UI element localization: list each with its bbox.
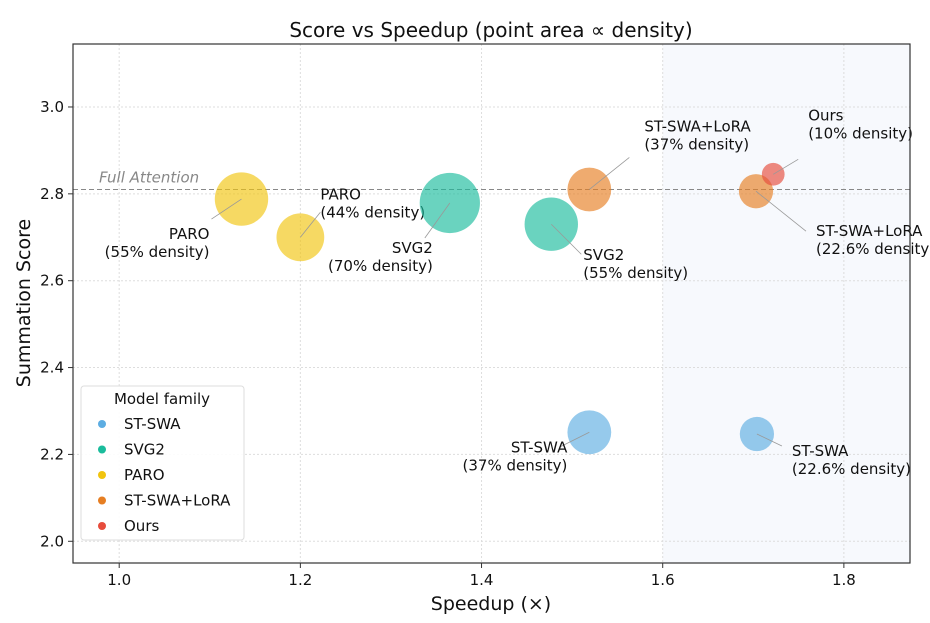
x-tick-label: 1.4 xyxy=(470,571,494,589)
point-label: (22.6% density) xyxy=(792,460,911,478)
legend-title: Model family xyxy=(114,390,210,408)
annotation-leader-line xyxy=(211,198,242,220)
legend-marker xyxy=(98,420,106,428)
point-label: (22.6% density) xyxy=(816,240,930,258)
point-label: PARO xyxy=(169,225,210,243)
legend-entry: ST-SWA xyxy=(124,415,181,433)
x-tick-label: 1.6 xyxy=(651,571,675,589)
point-label: ST-SWA xyxy=(792,442,849,460)
point-label: (37% density) xyxy=(644,135,749,153)
y-tick-label: 2.2 xyxy=(40,445,64,463)
legend-entry: SVG2 xyxy=(124,441,165,459)
point-label: (37% density) xyxy=(463,456,568,474)
x-tick-label: 1.2 xyxy=(288,571,312,589)
legend-entry: ST-SWA+LoRA xyxy=(124,492,231,510)
annotation-leader-line xyxy=(589,157,630,190)
shaded-region xyxy=(662,44,910,563)
data-point xyxy=(419,172,480,234)
point-label: SVG2 xyxy=(392,239,433,257)
y-tick-label: 2.6 xyxy=(40,272,64,290)
annotation-leader-line xyxy=(551,223,582,255)
annotation-leader-line xyxy=(559,431,590,448)
legend-box xyxy=(80,385,245,541)
legend-entry: Ours xyxy=(124,517,159,535)
legend-marker xyxy=(98,496,106,505)
legend-entry: PARO xyxy=(124,466,165,484)
plot-frame xyxy=(72,43,911,564)
full-attention-label: Full Attention xyxy=(99,168,199,186)
legend-marker xyxy=(98,445,106,454)
point-label: ST-SWA+LoRA xyxy=(816,222,923,240)
point-label: PARO xyxy=(320,185,361,203)
point-label: (55% density) xyxy=(583,264,688,282)
point-label: (55% density) xyxy=(105,243,210,261)
x-tick-label: 1.8 xyxy=(832,571,856,589)
point-label: (10% density) xyxy=(808,124,913,142)
annotation-leader-line xyxy=(756,433,783,447)
legend-marker xyxy=(98,471,106,479)
annotation-leader-line xyxy=(755,190,807,232)
point-label: (44% density) xyxy=(320,203,425,221)
annotation-leader-line xyxy=(424,202,451,239)
legend: Model family ST-SWA SVG2 PARO ST-SWA+LoRA Our… xyxy=(80,385,245,541)
x-tick-label: 1.0 xyxy=(107,571,131,589)
annotation-leader-line xyxy=(300,212,321,238)
legend-marker xyxy=(98,522,106,530)
y-tick-label: 2.4 xyxy=(40,359,64,377)
point-label: (70% density) xyxy=(328,257,433,275)
point-label: Ours xyxy=(808,106,843,124)
x-axis-label: Speedup (×) xyxy=(431,593,551,615)
point-label: SVG2 xyxy=(583,246,624,264)
annotation-leader-line xyxy=(773,158,799,175)
y-tick-label: 2.8 xyxy=(40,185,64,203)
point-label: ST-SWA+LoRA xyxy=(644,117,751,135)
y-axis-label: Summation Score xyxy=(13,219,35,387)
point-label: ST-SWA xyxy=(511,438,568,456)
y-tick-label: 3.0 xyxy=(40,98,64,116)
y-tick-label: 2.0 xyxy=(40,532,64,550)
chart-title: Score vs Speedup (point area ∝ density) xyxy=(289,18,692,42)
